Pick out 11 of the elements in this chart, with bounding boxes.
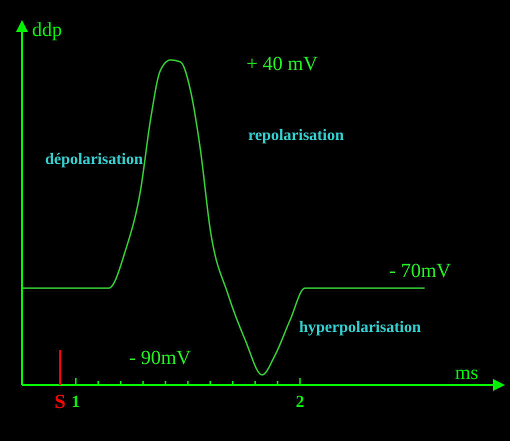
ref-line-label: S [54,391,66,413]
annotation: repolarisation [248,127,344,144]
y-axis-title: ddp [32,19,62,41]
annotation: hyperpolarisation [299,319,421,336]
annotation: - 90mV [129,347,192,369]
annotation: - 70mV [389,260,452,282]
annotation: dépolarisation [45,151,143,168]
x-tick-label: 1 [72,392,80,411]
x-axis-title: ms [455,362,479,384]
annotation: + 40 mV [246,53,318,75]
x-tick-label: 2 [296,392,304,411]
